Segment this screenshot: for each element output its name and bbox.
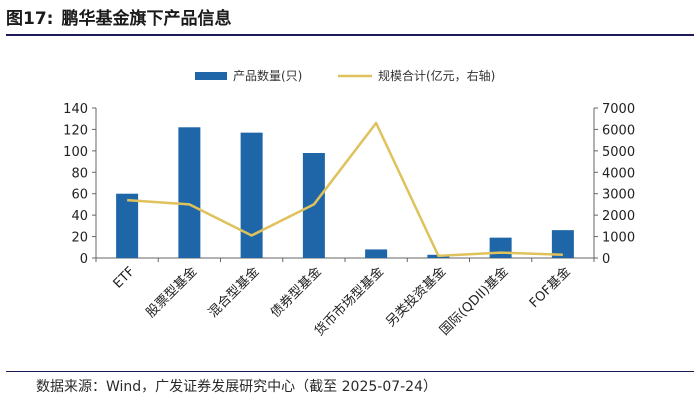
left-tick-label: 20	[71, 231, 88, 246]
legend-bar-swatch	[195, 72, 227, 80]
left-tick-label: 60	[71, 188, 88, 203]
left-tick-label: 100	[63, 145, 88, 160]
bar-0	[116, 193, 139, 258]
figure-number: 图17:	[6, 9, 54, 29]
figure-title-text: 鹏华基金旗下产品信息	[61, 9, 232, 29]
bar-4	[365, 249, 388, 258]
bar-2	[240, 132, 263, 258]
combo-chart: 产品数量(只) 规模合计(亿元，右轴) 0 20 40 60 80 100 120 140 0 100…	[63, 68, 635, 339]
bar-7	[551, 230, 574, 258]
source-note: 数据来源：Wind，广发证券发展研究中心（截至 2025-07-24）	[6, 371, 694, 405]
category-label: 债券型基金	[267, 264, 324, 321]
left-tick-label: 40	[71, 209, 88, 224]
chart-area: 产品数量(只) 规模合计(亿元，右轴) 0 20 40 60 80 100 120 140 0 100…	[0, 40, 700, 375]
left-tick-label: 120	[63, 123, 88, 138]
category-label: FOF基金	[526, 264, 574, 312]
legend-label-scale: 规模合计(亿元，右轴)	[378, 68, 495, 83]
bar-1	[178, 127, 201, 259]
legend-label-count: 产品数量(只)	[233, 68, 302, 83]
figure-title: 图17: 鹏华基金旗下产品信息	[6, 6, 694, 36]
right-tick-label: 6000	[602, 123, 635, 138]
left-tick-label: 80	[71, 166, 88, 181]
right-tick-label: 4000	[602, 166, 635, 181]
left-tick-label: 140	[63, 102, 88, 117]
category-label: 混合型基金	[205, 264, 262, 321]
bar-6	[489, 237, 512, 258]
left-tick-label: 0	[80, 252, 88, 267]
right-tick-label: 2000	[602, 209, 635, 224]
category-label: 另类投资基金	[383, 264, 449, 330]
right-tick-label: 3000	[602, 188, 635, 203]
category-label: 股票型基金	[143, 264, 200, 321]
right-tick-label: 5000	[602, 145, 635, 160]
right-tick-label: 7000	[602, 102, 635, 117]
right-tick-label: 0	[602, 252, 610, 267]
right-tick-label: 1000	[602, 231, 635, 246]
category-label: ETF	[111, 264, 138, 291]
scale-line	[127, 121, 563, 258]
